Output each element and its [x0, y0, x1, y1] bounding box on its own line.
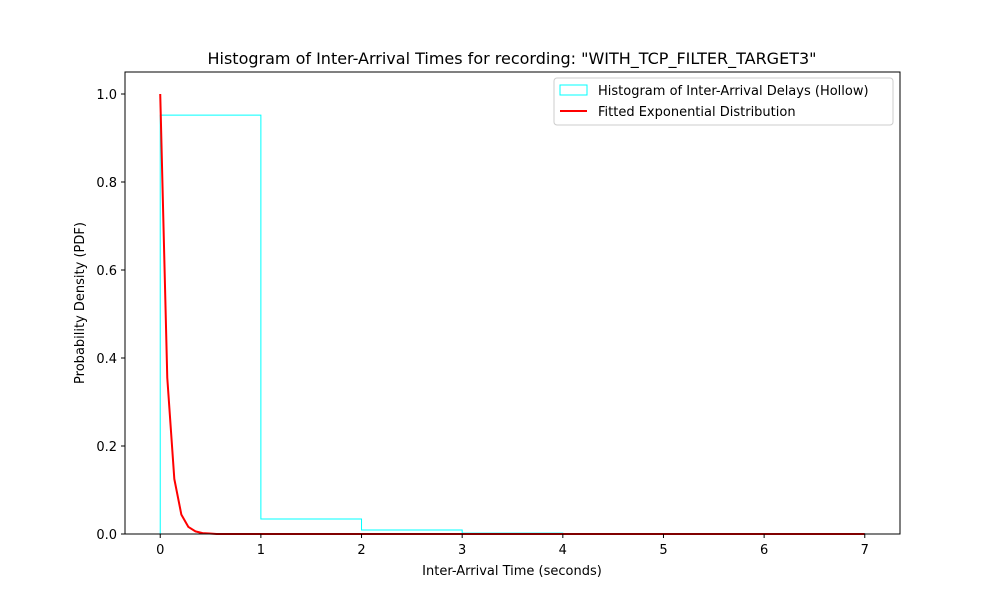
legend-label-fitted: Fitted Exponential Distribution — [598, 105, 796, 120]
y-tick-label: 1.0 — [96, 88, 117, 103]
x-tick-label: 6 — [760, 543, 768, 558]
x-tick-label: 4 — [559, 543, 567, 558]
x-tick-label: 7 — [861, 543, 869, 558]
y-tick-label: 0.6 — [96, 264, 117, 279]
x-tick-label: 5 — [659, 543, 667, 558]
y-tick-label: 0.2 — [96, 440, 117, 455]
x-tick-label: 0 — [156, 543, 164, 558]
legend-swatch-histogram — [559, 84, 588, 96]
y-tick-label: 0.8 — [96, 176, 117, 191]
x-axis-label: Inter-Arrival Time (seconds) — [422, 564, 602, 579]
plot-area — [124, 71, 901, 535]
x-axis: 0 1 2 3 4 5 6 7 — [156, 534, 869, 558]
fitted-line-series-0 — [159, 93, 865, 535]
y-axis: 0.0 0.2 0.4 0.6 0.8 1.0 — [96, 88, 125, 543]
y-tick-label: 0.0 — [96, 528, 117, 543]
legend-box — [553, 77, 894, 126]
y-tick-label: 0.4 — [96, 352, 117, 367]
x-tick-label: 3 — [458, 543, 466, 558]
histogram-outline — [159, 114, 866, 535]
y-axis-label: Probability Density (PDF) — [73, 222, 88, 384]
chart-title: Histogram of Inter-Arrival Times for rec… — [207, 49, 816, 69]
x-tick-label: 1 — [257, 543, 265, 558]
legend-label-histogram: Histogram of Inter-Arrival Delays (Hollo… — [598, 84, 869, 99]
legend: Histogram of Inter-Arrival Delays (Hollo… — [553, 77, 894, 126]
plot-frame — [124, 71, 901, 535]
x-tick-label: 2 — [357, 543, 365, 558]
